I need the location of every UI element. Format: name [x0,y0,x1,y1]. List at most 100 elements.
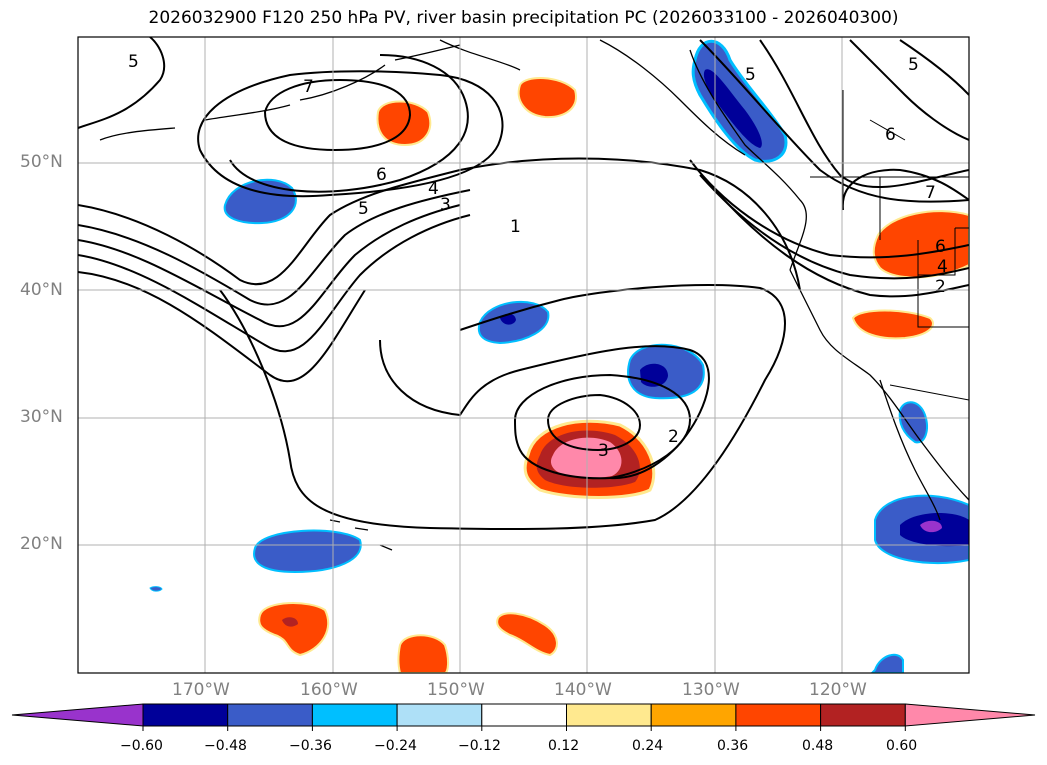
coastline-aleutians [99,44,461,141]
pc-blob-pos-8 [851,309,934,340]
colorbar-extension-max [904,703,1036,727]
pc-blob-pos-5 [496,612,558,657]
colorbar-segment [650,703,737,727]
colorbar-segment [566,703,652,727]
contour-line [841,168,969,211]
colorbar [11,703,1036,731]
pc-blob-pos-1 [376,100,432,147]
contour-line [699,39,969,203]
contour-line [849,39,969,141]
border-state [879,177,969,328]
colorbar-segment [396,703,483,727]
pc-blob-pos-6 [397,634,449,673]
border-mexico [889,384,969,401]
contour-line [899,39,969,96]
map-content: 5 7 6 5 4 3 1 2 3 5 6 7 6 4 2 5 [78,37,969,673]
pc-blob-neg-5 [691,39,788,163]
colorbar-tick-label: 0.24 [632,738,664,754]
colorbar-tick-label: 0.12 [548,738,580,754]
colorbar-extension-min [11,703,144,727]
colorbar-segment [227,703,313,727]
coastline-baja [879,379,941,521]
contour-label: 7 [303,77,314,97]
contour-line [263,78,412,152]
gridlines [78,37,969,673]
colorbar-tick-label: 0.36 [717,738,749,754]
lat-label-20n: 20°N [20,534,63,554]
border-state [842,90,906,200]
contour-label: 5 [745,65,756,85]
lon-label-150w: 150°W [427,680,485,700]
contour-line [78,214,471,353]
colorbar-tick-label: 0.48 [802,738,834,754]
contour-label: 6 [885,125,896,145]
borders [810,90,969,401]
colorbar-tick-label: −0.60 [120,738,163,754]
colorbar-tick-label: −0.48 [204,738,247,754]
coastlines [99,39,969,551]
contour-line [78,204,461,328]
lon-label-130w: 130°W [682,680,740,700]
pc-blob-neg-4 [253,529,362,574]
contour-label: 2 [935,277,946,297]
contour-labels: 5 7 6 5 4 3 1 2 3 5 6 7 6 4 2 5 [128,52,948,461]
colorbar-segment [820,703,906,727]
map-frame-bg [78,37,969,673]
coastline-hawaii [329,519,393,551]
map-frame [77,36,970,674]
colorbar-segment [481,703,567,727]
contour-label: 6 [376,165,387,185]
pc-blob-neg-9 [149,586,163,592]
coastline-bc [689,49,807,271]
pc-blob-pos-4-core [282,617,298,627]
contour-label: 3 [440,195,451,215]
contour-line [546,393,642,452]
lon-label-140w: 140°W [554,680,612,700]
pv-contours [78,37,969,531]
contour-label: 4 [937,257,948,277]
pc-blob-neg-7 [898,401,928,444]
contour-line [197,70,504,198]
colorbar-tick-label: −0.36 [289,738,332,754]
colorbar-segment [735,703,822,727]
lon-label-170w: 170°W [172,680,230,700]
colorbar-tick-label: 0.60 [886,738,918,754]
lat-label-30n: 30°N [20,407,63,427]
coastline-us-west [789,269,969,501]
contour-line [759,39,969,189]
colorbar-tick-label: −0.12 [458,738,501,754]
contour-line [689,159,969,259]
contour-label: 6 [935,237,946,257]
pc-blob-neg-8 [870,653,904,673]
contour-line [229,54,469,193]
contour-line [513,373,692,480]
contour-line [78,37,166,129]
contour-line [78,189,471,306]
pc-blob-pos-2 [517,77,577,119]
contour-label: 1 [510,217,521,237]
lon-label-120w: 120°W [809,680,867,700]
contour-label: 5 [358,199,369,219]
contour-label: 4 [428,179,439,199]
map-title: 2026032900 F120 250 hPa PV, river basin … [148,8,899,28]
contour-label: 2 [668,427,679,447]
contour-label: 3 [598,441,609,461]
contour-label: 5 [908,55,919,75]
contour-line [714,189,969,298]
contour-line [78,157,801,291]
colorbar-tick-label: −0.24 [374,738,417,754]
contour-line [219,284,786,531]
lat-label-40n: 40°N [20,280,63,300]
contour-label: 5 [128,52,139,72]
lat-label-50n: 50°N [20,152,63,172]
pc-blob-pos-4 [258,602,330,657]
colorbar-segment [142,703,229,727]
pc-blob-neg-6-max [920,520,942,533]
pc-blob-neg-5-core [703,69,762,148]
pc-blob-pos-3-max [550,437,622,478]
colorbar-segment [311,703,398,727]
lon-label-160w: 160°W [300,680,358,700]
coastline-alaska [439,39,746,156]
contour-label: 7 [925,183,936,203]
